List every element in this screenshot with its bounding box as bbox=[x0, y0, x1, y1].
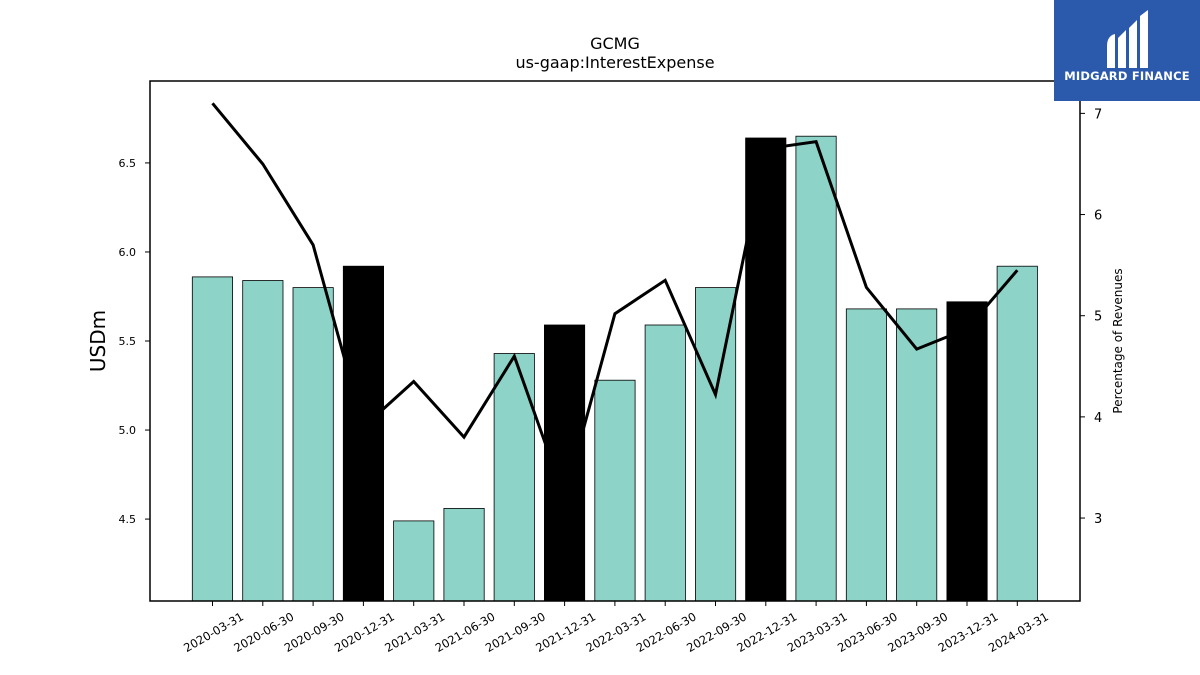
logo-text: MIDGARD FINANCE bbox=[1064, 69, 1190, 83]
bar-2022-12-31 bbox=[745, 137, 787, 602]
chart-title: GCMG bbox=[590, 34, 640, 53]
bars-layer bbox=[191, 135, 1038, 602]
bar-2020-12-31 bbox=[342, 265, 384, 602]
bar-2024-03-31 bbox=[996, 265, 1038, 602]
bar-2023-03-31 bbox=[795, 135, 837, 602]
y-right-tick-label: 6 bbox=[1094, 209, 1102, 224]
revenue-percentage-line bbox=[211, 102, 1019, 503]
y-tick-label: 6.0 bbox=[119, 246, 137, 259]
bar-2022-06-30 bbox=[644, 324, 686, 602]
bar-2023-09-30 bbox=[896, 308, 938, 602]
bar-2021-03-31 bbox=[393, 520, 435, 602]
bar-2023-12-31 bbox=[946, 301, 988, 602]
y-tick-label: 5.5 bbox=[119, 335, 137, 348]
bar-2022-03-31 bbox=[594, 379, 636, 602]
bar-2021-12-31 bbox=[544, 324, 586, 602]
y-tick-label: 5.0 bbox=[119, 424, 137, 437]
y-tick-label: 6.5 bbox=[119, 157, 137, 170]
brand-logo: MIDGARD FINANCE bbox=[1054, 0, 1200, 101]
y-axis-label: USDm bbox=[86, 310, 110, 372]
y-right-tick-label: 4 bbox=[1094, 411, 1102, 426]
chart-subtitle: us-gaap:InterestExpense bbox=[515, 53, 714, 72]
bar-2020-03-31 bbox=[191, 276, 234, 602]
y-right-tick-label: 3 bbox=[1094, 512, 1102, 527]
y-right-tick-label: 7 bbox=[1094, 107, 1102, 122]
bar-2020-09-30 bbox=[292, 287, 334, 602]
bar-2021-09-30 bbox=[493, 353, 535, 602]
bar-2020-06-30 bbox=[242, 280, 284, 602]
bar-2023-06-30 bbox=[845, 308, 887, 602]
y-tick-label: 4.5 bbox=[119, 513, 137, 526]
line-layer bbox=[211, 102, 1019, 503]
bar-2021-06-30 bbox=[443, 507, 485, 602]
logo-mark-icon bbox=[1107, 10, 1148, 68]
y-right-tick-label: 5 bbox=[1094, 310, 1102, 325]
y-axis-right-label: Percentage of Revenues bbox=[1111, 268, 1125, 413]
bar-2022-09-30 bbox=[695, 287, 737, 602]
